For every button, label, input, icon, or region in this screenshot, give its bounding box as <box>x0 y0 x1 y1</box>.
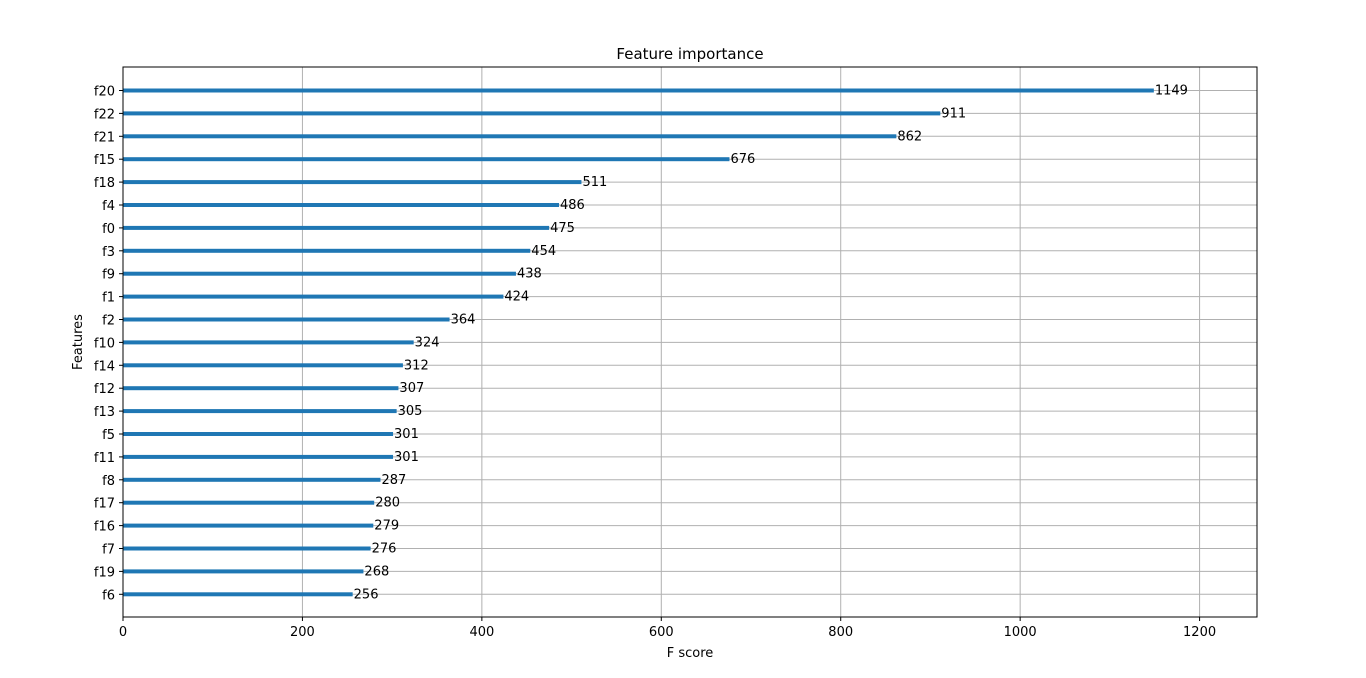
bar-f0 <box>123 225 550 230</box>
y-tick-label: f7 <box>102 543 115 558</box>
y-tick-label: f20 <box>94 85 115 100</box>
y-axis-label: Features <box>71 314 86 370</box>
y-tick-label: f19 <box>94 565 115 580</box>
bar-f21 <box>123 134 897 139</box>
bar-f6 <box>123 592 353 597</box>
y-tick-label: f18 <box>94 176 115 191</box>
data-label-f17: 280 <box>375 496 400 511</box>
chart-title: Feature importance <box>616 45 763 63</box>
y-tick-label: f13 <box>94 405 115 420</box>
y-tick-label: f4 <box>102 199 115 214</box>
data-label-f14: 312 <box>404 358 429 373</box>
x-axis-label: F score <box>667 646 714 661</box>
bar-f2 <box>123 317 450 322</box>
x-tick-label: 600 <box>649 625 674 640</box>
data-label-f4: 486 <box>560 198 585 213</box>
data-label-f0: 475 <box>550 221 575 236</box>
y-tick-label: f2 <box>102 314 115 329</box>
y-tick-label: f6 <box>102 588 115 603</box>
data-label-f8: 287 <box>381 473 406 488</box>
x-tick-label: 400 <box>469 625 494 640</box>
data-label-f22: 911 <box>941 106 966 121</box>
data-label-f20: 1149 <box>1155 84 1188 99</box>
y-tick-label: f22 <box>94 107 115 122</box>
data-label-f15: 676 <box>730 152 755 167</box>
bar-f20 <box>123 88 1154 93</box>
bar-f5 <box>123 432 394 436</box>
x-tick-label: 1000 <box>1004 625 1037 640</box>
y-tick-label: f8 <box>102 474 115 489</box>
data-label-f18: 511 <box>582 175 607 190</box>
axis-layer: 0 200 400 600 800 1000 1200 f20 f22 f21 f15 f18 f4 f0… <box>94 85 1216 641</box>
y-tick-label: f3 <box>102 245 115 260</box>
data-label-f13: 305 <box>398 404 423 419</box>
data-label-f6: 256 <box>354 587 379 602</box>
y-tick-label: f17 <box>94 497 115 512</box>
y-tick-label: f1 <box>102 291 115 306</box>
data-label-layer: 1149 911 862 676 511 486 475 454 438 424 364 324 312… <box>354 84 1188 603</box>
bar-f19 <box>123 569 364 574</box>
x-tick-label: 1200 <box>1183 625 1216 640</box>
data-label-f1: 424 <box>504 290 529 305</box>
bar-f22 <box>123 111 941 116</box>
y-tick-label: f5 <box>102 428 115 443</box>
data-label-f21: 862 <box>897 129 922 144</box>
y-tick-label: f15 <box>94 153 115 168</box>
y-tick-label: f21 <box>94 130 115 145</box>
y-tick-label: f16 <box>94 520 115 535</box>
data-label-f2: 364 <box>451 313 476 328</box>
x-tick-label: 0 <box>119 625 127 640</box>
data-label-f7: 276 <box>372 542 397 557</box>
bar-f9 <box>123 271 516 276</box>
data-label-f19: 268 <box>364 564 389 579</box>
bar-f4 <box>123 203 560 207</box>
data-label-f16: 279 <box>374 519 399 534</box>
y-tick-label: f11 <box>94 451 115 466</box>
data-label-f12: 307 <box>399 381 424 396</box>
bar-f15 <box>123 157 730 162</box>
bar-f11 <box>123 454 394 459</box>
bar-f7 <box>123 546 371 551</box>
plot-frame <box>122 66 1258 618</box>
data-label-f3: 454 <box>531 244 556 259</box>
bar-f14 <box>123 363 403 368</box>
data-label-f11: 301 <box>394 450 419 465</box>
bar-f16 <box>123 523 374 528</box>
y-tick-label: f12 <box>94 382 115 397</box>
bar-layer <box>123 88 1154 597</box>
bar-f13 <box>123 409 397 414</box>
y-tick-label: f9 <box>102 268 115 283</box>
bar-f12 <box>123 386 399 391</box>
bar-f8 <box>123 477 381 482</box>
y-tick-label: f0 <box>102 222 115 237</box>
x-tick-label: 800 <box>828 625 853 640</box>
y-tick-label: f14 <box>94 359 115 374</box>
bar-f3 <box>123 248 531 253</box>
bar-f1 <box>123 294 504 299</box>
y-tick-label: f10 <box>94 336 115 351</box>
bar-f10 <box>123 340 414 345</box>
data-label-f5: 301 <box>394 427 419 442</box>
data-label-f9: 438 <box>517 267 542 282</box>
x-tick-label: 200 <box>290 625 315 640</box>
bar-f18 <box>123 180 582 185</box>
data-label-f10: 324 <box>415 335 440 350</box>
bar-f17 <box>123 500 375 505</box>
